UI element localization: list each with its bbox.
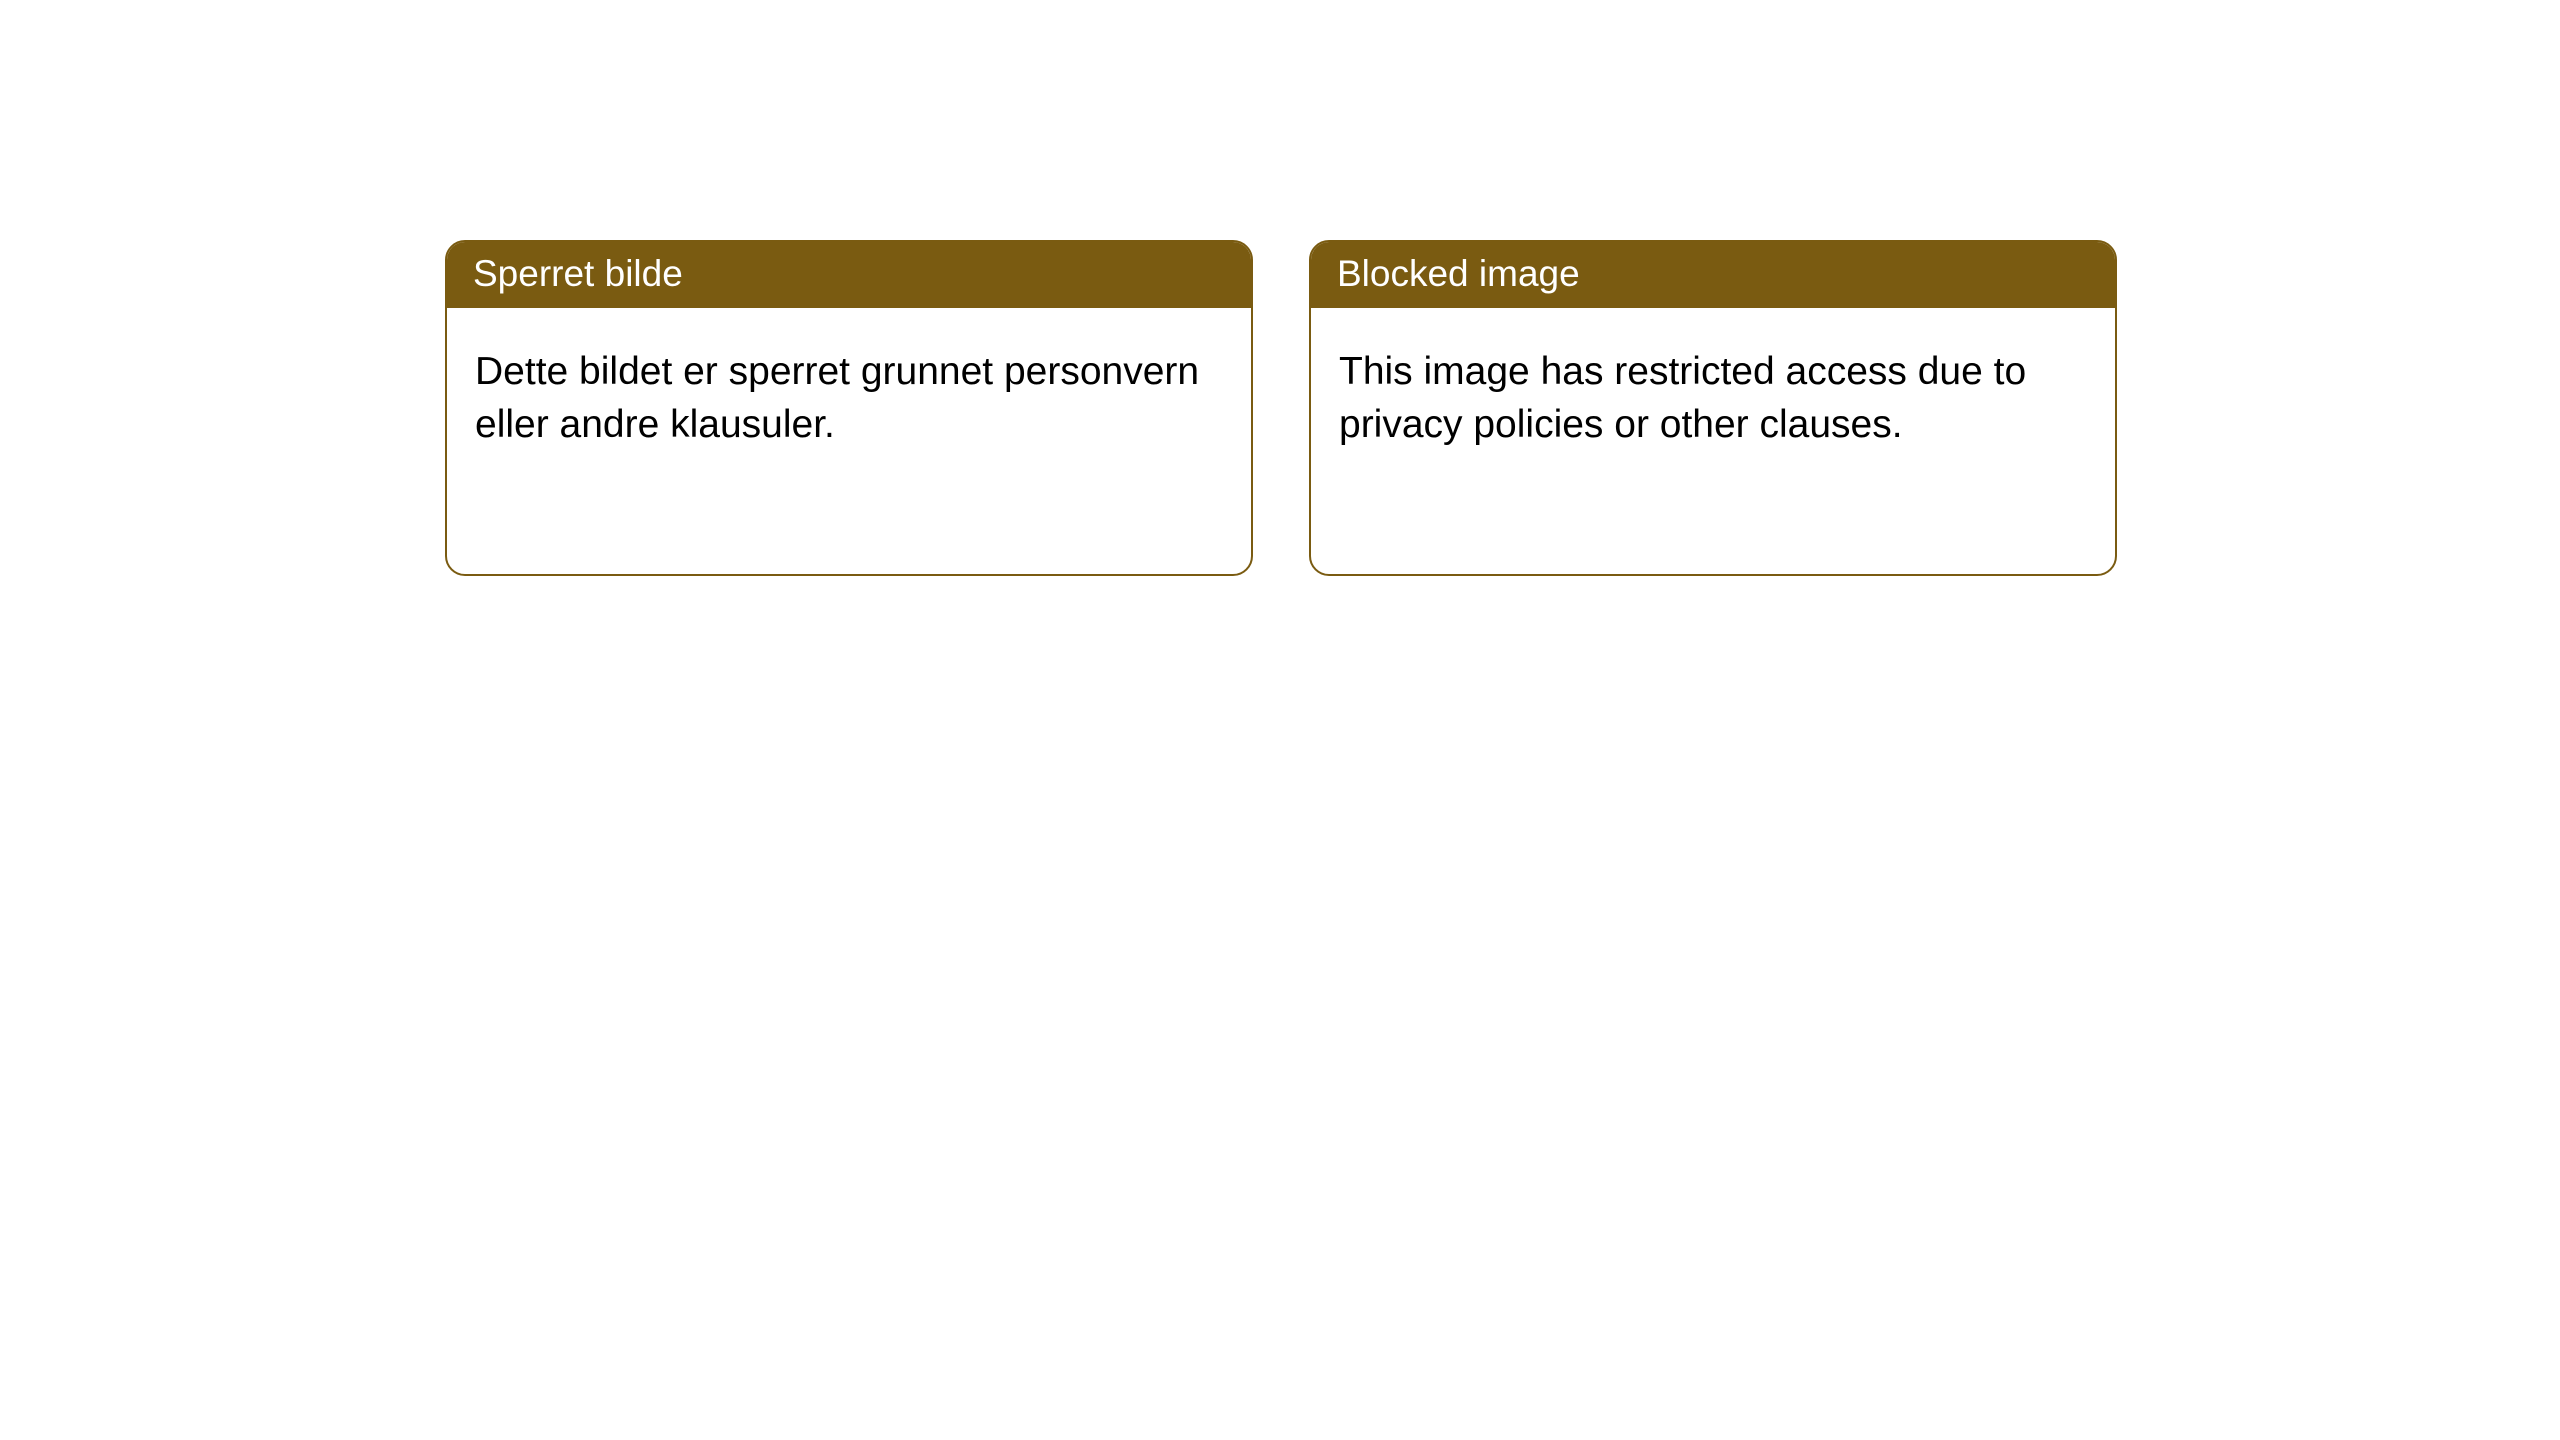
blocked-image-card-en: Blocked image This image has restricted … bbox=[1309, 240, 2117, 576]
card-header-en: Blocked image bbox=[1311, 242, 2115, 308]
card-header-no: Sperret bilde bbox=[447, 242, 1251, 308]
card-body-no: Dette bildet er sperret grunnet personve… bbox=[447, 308, 1251, 471]
card-body-en: This image has restricted access due to … bbox=[1311, 308, 2115, 471]
blocked-image-card-no: Sperret bilde Dette bildet er sperret gr… bbox=[445, 240, 1253, 576]
cards-container: Sperret bilde Dette bildet er sperret gr… bbox=[0, 0, 2560, 576]
